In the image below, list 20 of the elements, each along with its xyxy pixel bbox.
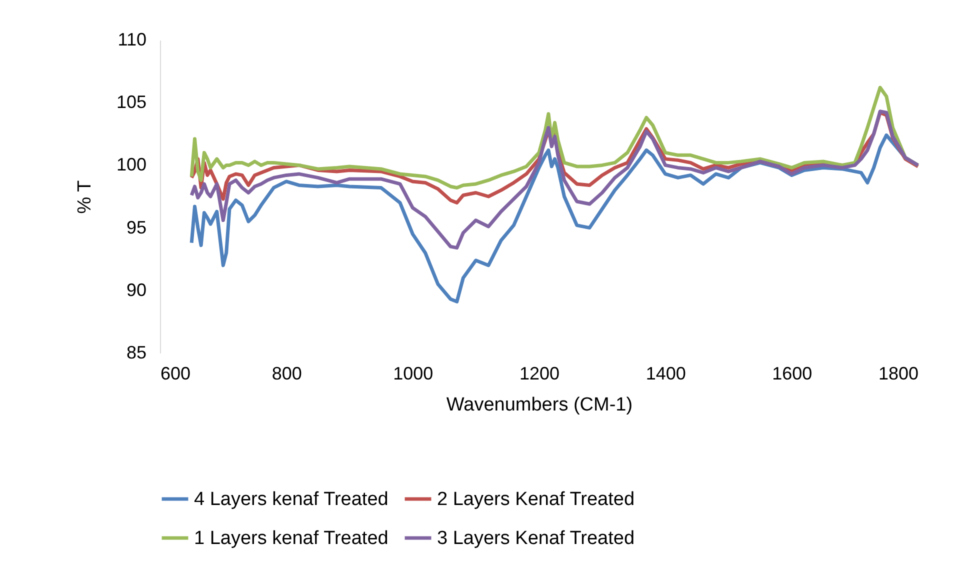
legend-label: 1 Layers kenaf Treated	[194, 528, 388, 549]
x-tick-label: 1000	[393, 364, 434, 384]
legend-label: 4 Layers kenaf Treated	[194, 489, 388, 510]
y-tick-label: 105	[116, 92, 146, 112]
x-tick-label: 1200	[519, 364, 560, 384]
x-tick-label: 1400	[646, 364, 686, 384]
x-axis-title: Wavenumbers (CM-1)	[446, 394, 633, 416]
y-tick-label: 110	[118, 30, 146, 50]
y-axis-title: % T	[74, 180, 96, 214]
y-tick-label: 85	[126, 342, 146, 362]
legend-label: 3 Layers Kenaf Treated	[437, 528, 635, 549]
x-tick-label: 1800	[878, 364, 918, 384]
x-tick-label: 800	[272, 364, 302, 384]
line-series	[190, 110, 920, 250]
y-tick-label: 90	[126, 280, 146, 300]
x-tick-label: 1600	[772, 364, 812, 384]
x-tick-label: 600	[160, 364, 191, 384]
y-tick-label: 100	[116, 154, 146, 175]
legend-label: 2 Layers Kenaf Treated	[437, 489, 635, 510]
y-tick-label: 95	[126, 217, 146, 238]
